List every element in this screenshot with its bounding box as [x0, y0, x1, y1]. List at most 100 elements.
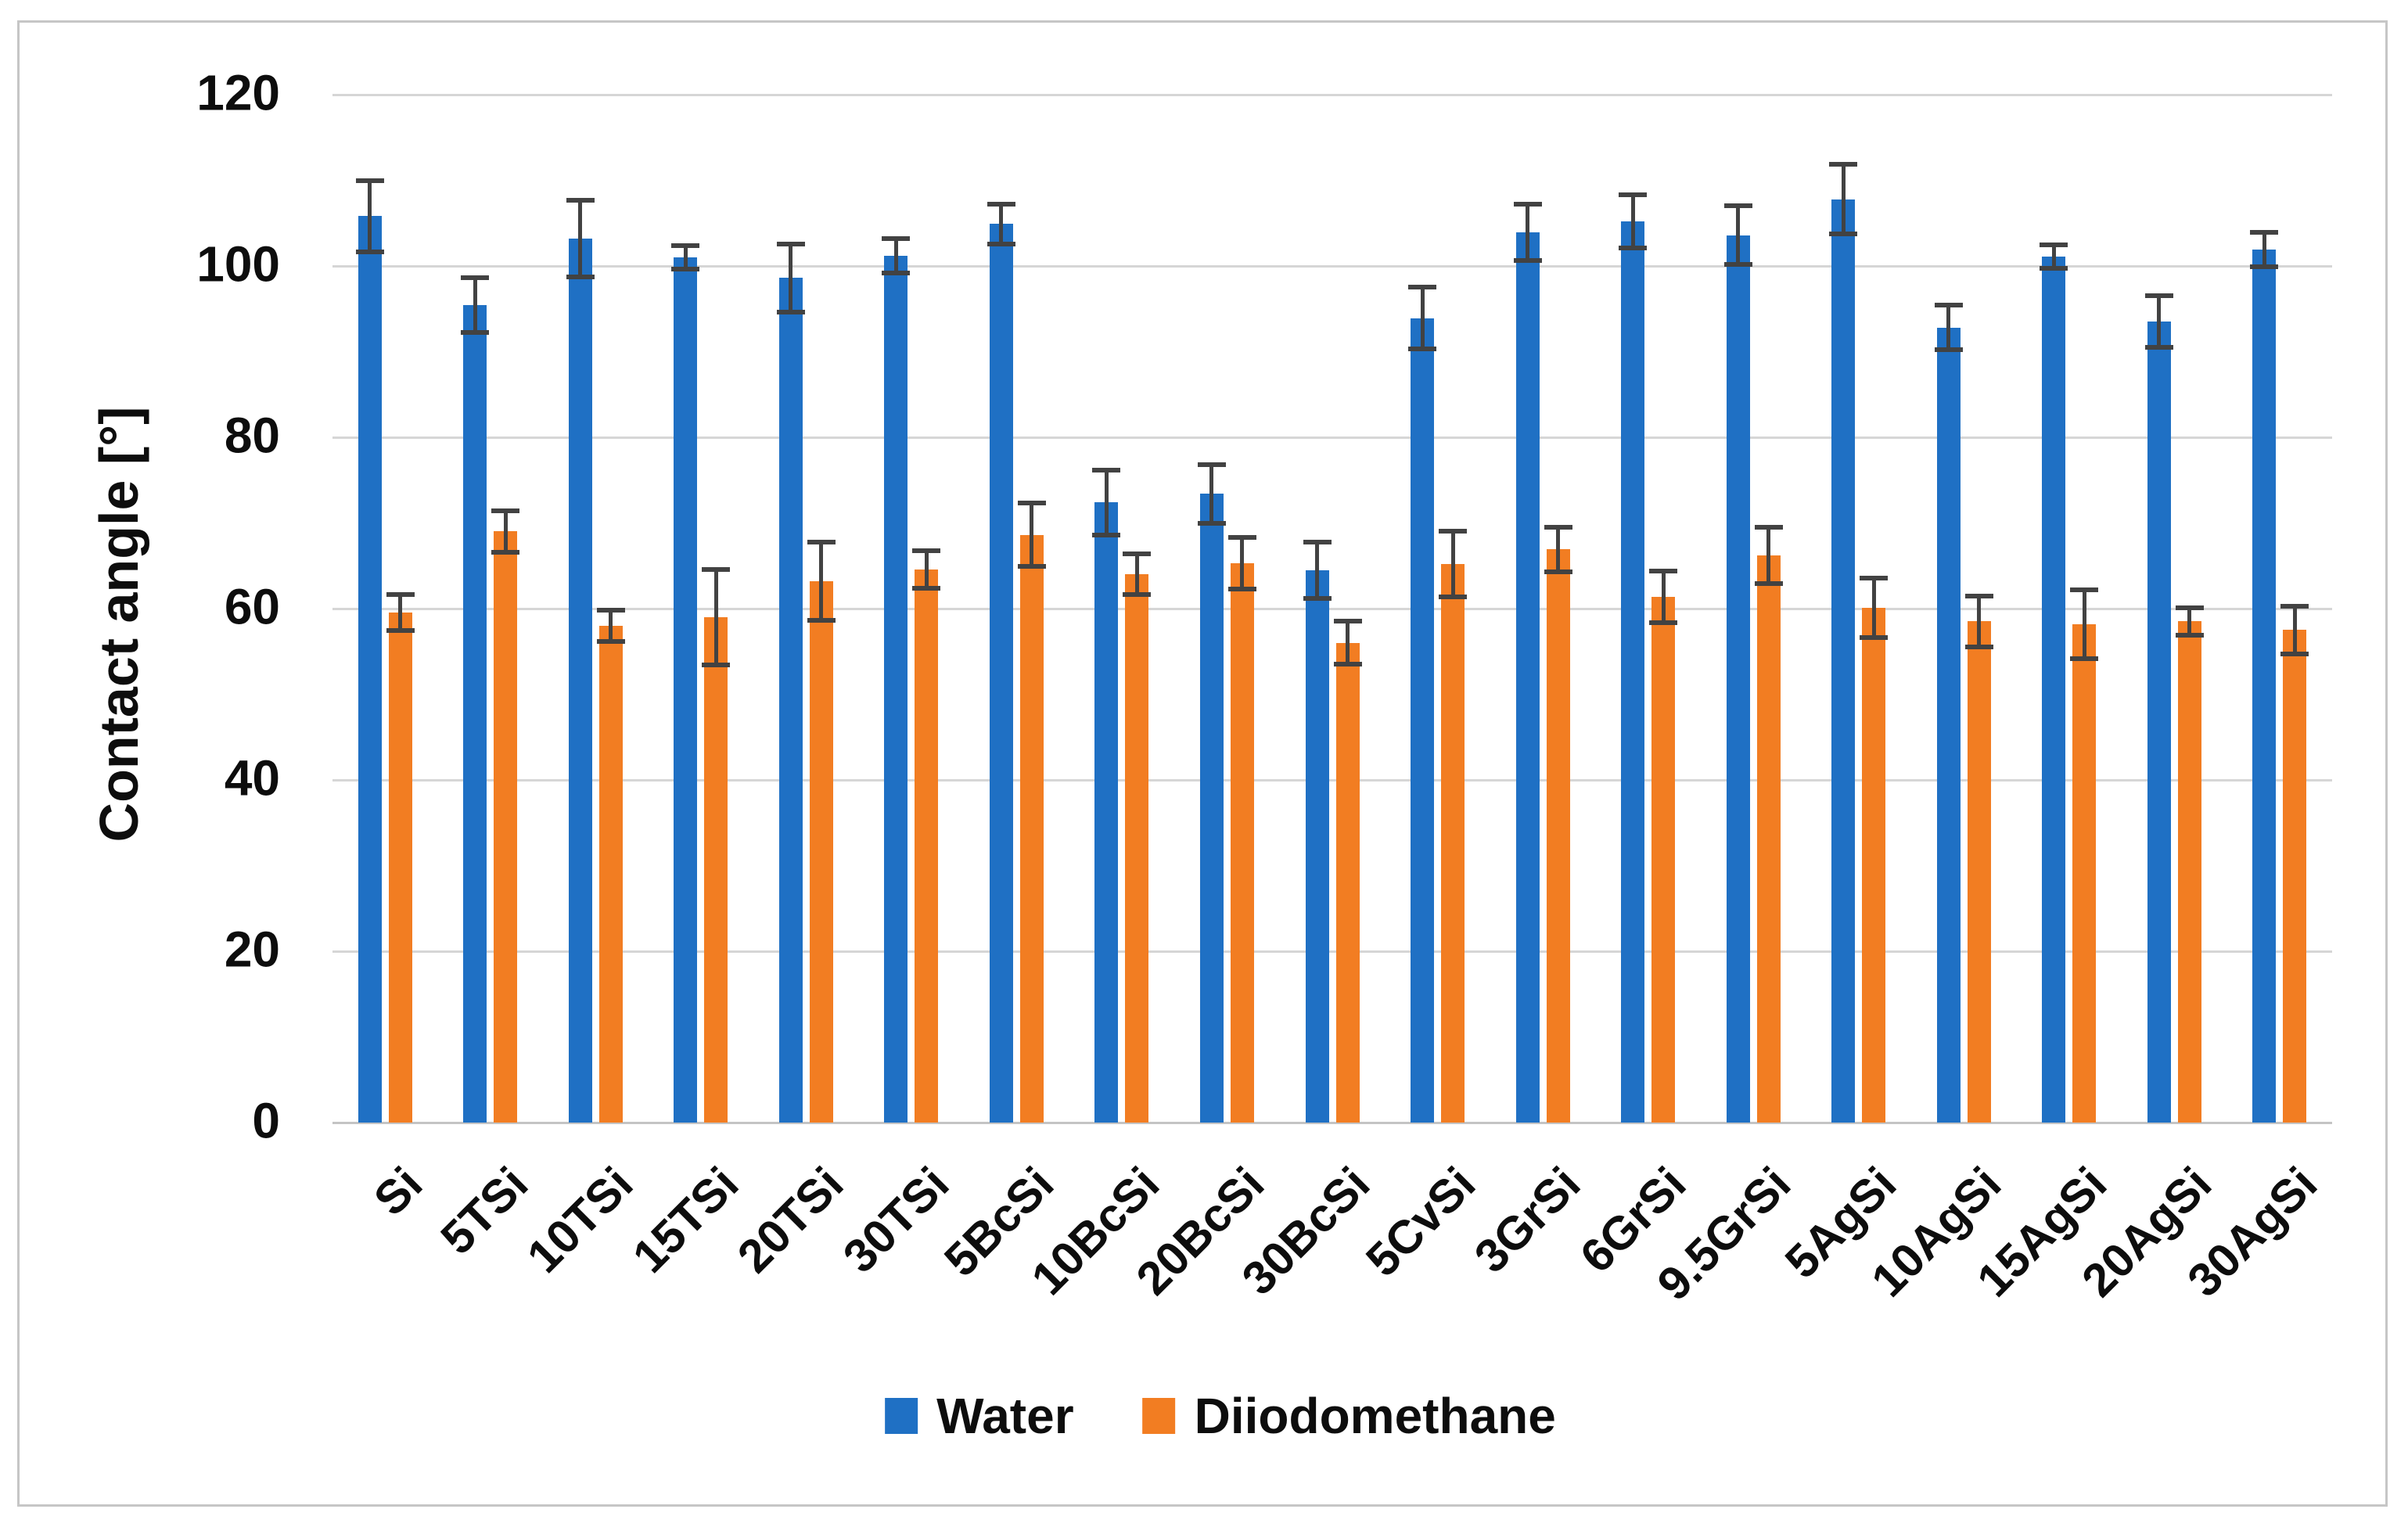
bar-diiodomethane-30AgSi — [2283, 630, 2307, 1123]
gridline-y-20 — [332, 950, 2332, 953]
error-bar-stem-diiodomethane-5BcSi — [1030, 503, 1034, 567]
bar-diiodomethane-6GrSi — [1651, 596, 1676, 1123]
error-bar-stem-water-5TSi — [473, 278, 477, 333]
y-tick-label-120: 120 — [196, 64, 280, 121]
error-bar-cap-bottom-diiodomethane-5TSi — [491, 549, 520, 555]
error-bar-cap-bottom-water-20TSi — [776, 310, 805, 315]
error-bar-cap-top-water-20AgSi — [2144, 293, 2173, 299]
error-bar-cap-bottom-water-5CvSi — [1408, 347, 1437, 352]
bar-water-10AgSi — [1936, 327, 1961, 1123]
gridline-y-0 — [332, 1121, 2332, 1124]
error-bar-cap-bottom-diiodomethane-3GrSi — [1544, 569, 1572, 574]
legend-swatch-water — [885, 1398, 918, 1434]
error-bar-stem-diiodomethane-20BcSi — [1240, 537, 1245, 589]
error-bar-stem-water-15TSi — [683, 245, 688, 270]
error-bar-cap-top-water-15TSi — [671, 243, 700, 248]
error-bar-cap-bottom-water-10AgSi — [1934, 347, 1963, 353]
error-bar-cap-top-water-9.5GrSi — [1723, 203, 1752, 209]
bar-water-20TSi — [778, 278, 803, 1123]
error-bar-stem-diiodomethane-30TSi — [924, 550, 929, 588]
error-bar-cap-bottom-diiodomethane-20AgSi — [2175, 632, 2204, 638]
bar-diiodomethane-9.5GrSi — [1756, 555, 1781, 1123]
error-bar-cap-bottom-water-5BcSi — [987, 241, 1015, 246]
error-bar-stem-water-30AgSi — [2262, 232, 2266, 268]
error-bar-cap-top-diiodomethane-30TSi — [912, 548, 941, 553]
x-category-label-30TSi: 30TSi — [832, 1157, 959, 1283]
error-bar-cap-bottom-diiodomethane-10AgSi — [1964, 645, 1993, 650]
error-bar-cap-top-water-15AgSi — [2040, 242, 2068, 247]
gridline-y-40 — [332, 778, 2332, 781]
error-bar-stem-water-10BcSi — [1104, 469, 1109, 535]
error-bar-stem-diiodomethane-5CvSi — [1450, 531, 1455, 597]
error-bar-stem-water-6GrSi — [1630, 195, 1635, 248]
bar-diiodomethane-3GrSi — [1546, 549, 1570, 1123]
bar-water-15TSi — [674, 257, 698, 1123]
error-bar-stem-water-5BcSi — [999, 204, 1004, 244]
error-bar-cap-bottom-water-15AgSi — [2040, 266, 2068, 271]
gridline-y-120 — [332, 93, 2332, 96]
error-bar-cap-top-diiodomethane-Si — [386, 592, 415, 598]
error-bar-cap-bottom-water-30AgSi — [2250, 264, 2279, 270]
bar-water-10TSi — [568, 238, 592, 1123]
error-bar-cap-bottom-diiodomethane-5AgSi — [1860, 635, 1889, 641]
error-bar-cap-top-diiodomethane-30AgSi — [2280, 603, 2309, 609]
error-bar-cap-top-diiodomethane-10TSi — [596, 608, 625, 613]
error-bar-stem-diiodomethane-15AgSi — [2082, 589, 2086, 659]
bar-water-10BcSi — [1094, 502, 1119, 1123]
bar-water-15AgSi — [2042, 256, 2066, 1123]
error-bar-cap-top-diiodomethane-30BcSi — [1333, 619, 1362, 624]
x-category-label-20TSi: 20TSi — [728, 1157, 854, 1283]
error-bar-stem-diiodomethane-15TSi — [713, 569, 718, 666]
bar-diiodomethane-5AgSi — [1862, 607, 1886, 1123]
error-bar-cap-top-diiodomethane-15AgSi — [2070, 587, 2099, 592]
bar-water-30TSi — [884, 255, 908, 1123]
bar-water-30AgSi — [2252, 250, 2277, 1123]
bar-water-30BcSi — [1305, 569, 1329, 1123]
error-bar-cap-top-water-30BcSi — [1303, 539, 1332, 544]
legend: Water Diiodomethane — [885, 1391, 1556, 1441]
error-bar-cap-bottom-diiodomethane-20TSi — [807, 618, 836, 623]
error-bar-cap-bottom-water-6GrSi — [1619, 246, 1648, 250]
bar-diiodomethane-20BcSi — [1230, 562, 1254, 1123]
error-bar-stem-water-Si — [368, 180, 372, 253]
bar-diiodomethane-Si — [388, 613, 412, 1123]
legend-label-water: Water — [936, 1388, 1074, 1444]
legend-item-diiodomethane: Diiodomethane — [1142, 1391, 1556, 1441]
bar-diiodomethane-15TSi — [704, 616, 728, 1123]
error-bar-stem-water-9.5GrSi — [1736, 206, 1741, 264]
bar-diiodomethane-5CvSi — [1441, 564, 1465, 1123]
error-bar-cap-bottom-diiodomethane-9.5GrSi — [1754, 581, 1783, 587]
bar-water-9.5GrSi — [1726, 235, 1750, 1123]
error-bar-stem-water-30TSi — [893, 238, 898, 273]
error-bar-stem-water-5AgSi — [1841, 163, 1846, 235]
error-bar-stem-diiodomethane-Si — [398, 595, 403, 631]
y-tick-label-80: 80 — [224, 407, 280, 464]
bar-diiodomethane-10AgSi — [1967, 621, 1991, 1123]
error-bar-cap-bottom-diiodomethane-15AgSi — [2070, 656, 2099, 661]
bar-water-5CvSi — [1411, 318, 1435, 1123]
bar-diiodomethane-20TSi — [809, 580, 833, 1123]
error-bar-stem-diiodomethane-5AgSi — [1871, 577, 1876, 638]
error-bar-cap-bottom-diiodomethane-20BcSi — [1227, 586, 1256, 591]
gridline-y-60 — [332, 607, 2332, 610]
bar-water-5TSi — [463, 305, 487, 1123]
error-bar-cap-bottom-diiodomethane-30BcSi — [1333, 662, 1362, 667]
bar-diiodomethane-30TSi — [915, 569, 939, 1123]
error-bar-cap-bottom-water-10BcSi — [1092, 532, 1121, 537]
error-bar-cap-bottom-water-3GrSi — [1513, 258, 1542, 264]
error-bar-stem-water-3GrSi — [1526, 204, 1530, 261]
error-bar-stem-diiodomethane-10BcSi — [1134, 553, 1139, 595]
error-bar-cap-top-water-3GrSi — [1513, 202, 1542, 207]
error-bar-stem-diiodomethane-10AgSi — [1977, 595, 1982, 648]
bar-water-Si — [358, 216, 382, 1123]
error-bar-cap-top-water-5TSi — [461, 275, 490, 281]
error-bar-cap-bottom-diiodomethane-5CvSi — [1439, 594, 1468, 599]
error-bar-stem-water-20TSi — [789, 243, 793, 313]
error-bar-cap-bottom-water-20BcSi — [1197, 520, 1226, 526]
y-tick-label-40: 40 — [224, 749, 280, 807]
bar-diiodomethane-20AgSi — [2177, 621, 2201, 1123]
error-bar-stem-water-20AgSi — [2157, 296, 2162, 347]
bar-water-20AgSi — [2147, 322, 2171, 1123]
error-bar-cap-top-diiodomethane-5CvSi — [1439, 529, 1468, 534]
error-bar-cap-top-water-20TSi — [776, 241, 805, 246]
